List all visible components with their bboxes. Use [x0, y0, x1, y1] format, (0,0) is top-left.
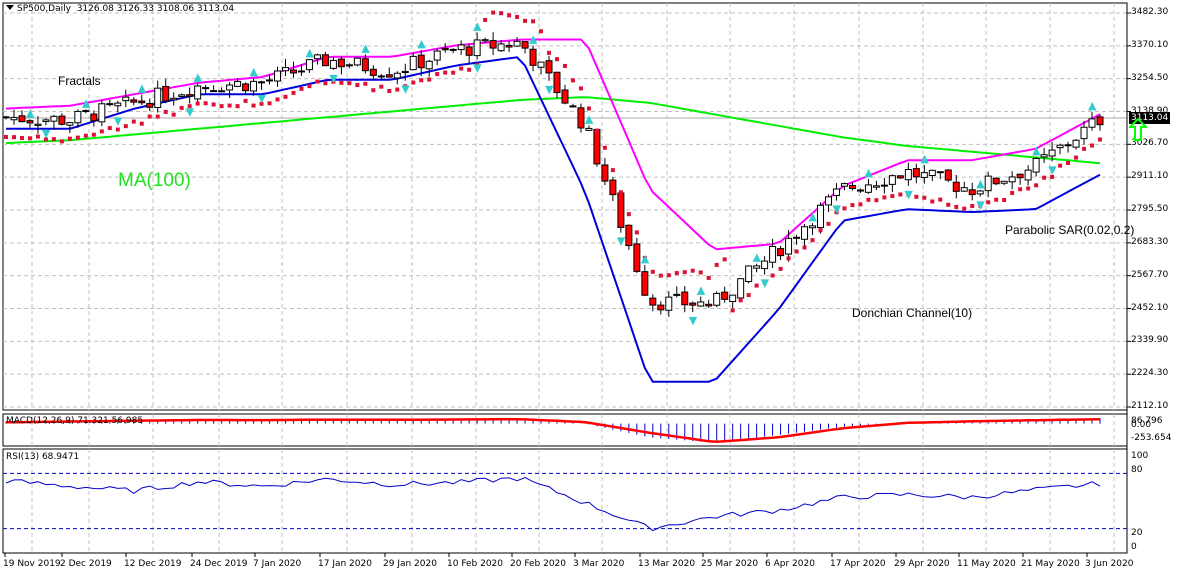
date-axis-label: 6 Apr 2020 [765, 559, 815, 569]
symbol-timeframe: SP500,Daily [17, 4, 71, 14]
svg-text:▼: ▼ [1048, 163, 1057, 176]
up-arrow-icon [1129, 118, 1147, 141]
svg-text:▼: ▼ [976, 199, 985, 212]
date-axis-label: 13 Mar 2020 [638, 559, 696, 569]
svg-text:▲: ▲ [529, 33, 538, 46]
dropdown-triangle-icon[interactable] [6, 5, 14, 10]
chart-header: SP500,Daily 3126.08 3126.33 3108.06 3113… [6, 4, 234, 14]
svg-text:▼: ▼ [42, 127, 51, 140]
macd-axis-zero: 0.00 [1131, 420, 1152, 430]
svg-text:▼: ▼ [401, 83, 410, 96]
svg-text:▲: ▲ [753, 251, 762, 264]
date-axis-label: 17 Apr 2020 [830, 559, 886, 569]
date-axis-label: 17 Jan 2020 [318, 559, 372, 569]
price-axis-label: 2567.70 [1131, 269, 1169, 280]
rsi-axis-20: 20 [1131, 528, 1143, 538]
svg-text:▲: ▲ [138, 82, 147, 95]
svg-text:▲: ▲ [82, 96, 91, 109]
date-axis-label: 2 Dec 2019 [60, 559, 112, 569]
svg-text:▼: ▼ [258, 92, 267, 105]
price-axis-label: 2452.10 [1131, 302, 1169, 313]
svg-text:▲: ▲ [26, 106, 35, 119]
svg-text:▼: ▼ [186, 106, 195, 119]
date-axis-label: 3 Mar 2020 [573, 559, 625, 569]
svg-text:▲: ▲ [250, 65, 259, 78]
donchian-annotation: Donchian Channel(10) [852, 306, 973, 320]
date-axis-label: 21 May 2020 [1021, 559, 1080, 569]
macd-axis-min: -253.654 [1131, 433, 1172, 443]
svg-text:▲: ▲ [473, 20, 482, 33]
macd-title: MACD(12,26,9) 71.321 56.985 [6, 416, 144, 426]
svg-text:▼: ▼ [473, 61, 482, 74]
svg-text:▼: ▼ [689, 314, 698, 327]
svg-text:▲: ▲ [417, 37, 426, 50]
date-axis-label: 20 Feb 2020 [510, 559, 567, 569]
price-axis-label: 3370.10 [1131, 39, 1169, 50]
sar-annotation: Parabolic SAR(0.02,0.2) [1005, 223, 1135, 237]
date-axis-label: 29 Jan 2020 [383, 559, 437, 569]
price-axis-label: 2224.30 [1131, 368, 1169, 379]
fractals-annotation: Fractals [58, 74, 101, 88]
svg-text:▲: ▲ [920, 152, 929, 165]
svg-text:▲: ▲ [194, 71, 203, 84]
rsi-axis-0: 0 [1131, 542, 1137, 552]
price-axis-label: 3138.90 [1131, 105, 1169, 116]
date-axis-label: 7 Jan 2020 [253, 559, 302, 569]
ma-annotation: MA(100) [118, 170, 191, 191]
date-axis-label: 19 Nov 2019 [3, 559, 61, 569]
price-axis-label: 3482.30 [1131, 7, 1169, 17]
price-axis-label: 2683.30 [1131, 236, 1169, 247]
rsi-title: RSI(13) 68.9471 [6, 452, 80, 462]
price-axis-label: 3026.70 [1131, 138, 1169, 149]
svg-text:▲: ▲ [809, 210, 818, 223]
svg-text:▲: ▲ [585, 112, 594, 125]
date-axis-label: 10 Feb 2020 [447, 559, 504, 569]
ohlc-values: 3126.08 3126.33 3108.06 3113.04 [76, 4, 235, 14]
svg-text:▲: ▲ [361, 41, 370, 54]
date-axis-label: 12 Dec 2019 [124, 559, 182, 569]
date-axis-label: 11 May 2020 [957, 559, 1016, 569]
macd-axis-max: 86.796 [1131, 416, 1163, 426]
price-axis-label: 2911.10 [1131, 171, 1169, 182]
svg-text:▼: ▼ [114, 114, 123, 127]
svg-text:▼: ▼ [329, 72, 338, 85]
svg-text:▼: ▼ [904, 188, 913, 201]
svg-text:▲: ▲ [864, 166, 873, 179]
rsi-axis-80: 80 [1131, 465, 1143, 475]
svg-text:▲: ▲ [976, 177, 985, 190]
price-axis-label: 3254.50 [1131, 72, 1169, 83]
price-axis-label: 2795.50 [1131, 204, 1169, 214]
date-axis-label: 29 Apr 2020 [894, 559, 950, 569]
rsi-axis-100: 100 [1131, 451, 1149, 461]
svg-text:▲: ▲ [697, 284, 706, 297]
svg-text:▼: ▼ [617, 235, 626, 248]
price-axis-label: 2112.10 [1131, 401, 1169, 411]
svg-text:▼: ▼ [761, 277, 770, 290]
svg-text:▼: ▼ [832, 203, 841, 216]
date-axis-label: 24 Dec 2019 [190, 559, 248, 569]
svg-text:▲: ▲ [1032, 144, 1041, 157]
svg-text:▼: ▼ [545, 83, 554, 96]
date-axis-label: 25 Mar 2020 [701, 559, 759, 569]
svg-text:▲: ▲ [641, 252, 650, 265]
date-axis-label: 3 Jun 2020 [1085, 559, 1134, 569]
svg-text:▲: ▲ [1088, 99, 1097, 112]
price-axis-label: 2339.90 [1131, 335, 1169, 346]
svg-text:▲: ▲ [305, 46, 314, 59]
